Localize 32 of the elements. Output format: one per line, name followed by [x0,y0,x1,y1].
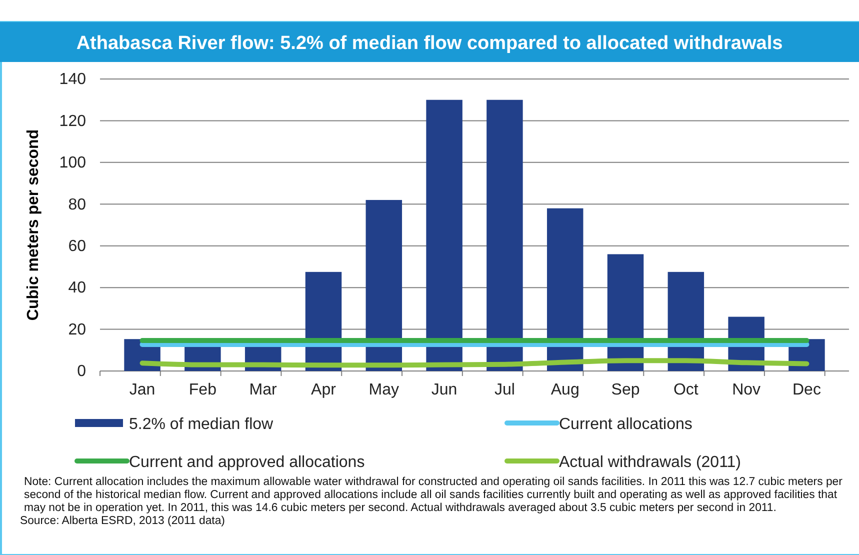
y-tick-label: 40 [68,280,86,297]
x-tick-label: Jan [129,381,156,398]
x-tick-label: Aug [550,381,580,398]
x-tick-label: Oct [673,381,699,398]
x-tick-label: Jul [494,381,515,398]
chart-title: Athabasca River flow: 5.2% of median flow compared to allocated withdrawals [76,33,783,54]
legend-label: Current and approved allocations [129,454,365,471]
x-tick-label: Apr [311,381,337,398]
bar [426,100,462,371]
y-tick-label: 120 [59,112,86,130]
text: Note: Current allocation includes the maximum allowable water withdrawal for constructed and operating oil sands facilities. In 2011 this was 12.7 cubic meters per second of the historical median flow. Current and approved allocations include all oil sands facilities currently built and operating as well as approved facilities that may not be in operation yet. In 2011, this was 14.6 cubic meters per second. Actual withdrawals averaged about 3.5 cubic meters per second in 2011. [23,476,844,515]
x-tick-label: Nov [732,381,761,398]
bar [546,208,584,371]
y-tick-label: 100 [59,154,86,172]
bar [366,200,402,371]
y-tick-label: 60 [68,238,86,255]
x-tick-label: Dec [792,381,821,398]
x-tick-label: Mar [249,381,278,398]
legend-label: Actual withdrawals (2011) [559,454,742,471]
y-tick-label: 80 [68,196,86,214]
y-axis-title: Cubic meters per second [25,129,42,321]
y-tick-label: 140 [59,71,86,88]
x-tick-label: Sep [611,381,640,398]
legend-label: Current allocations [559,416,692,433]
x-tick-label: May [368,381,400,398]
y-tick-label: 20 [68,321,86,338]
source-note: Source: Alberta ESRD, 2013 (2011 data) [20,515,226,528]
x-tick-label: Jun [431,381,458,398]
x-tick-label: Feb [188,381,217,398]
legend-label: 5.2% of median flow [129,416,274,433]
bar [486,100,523,371]
y-tick-label: 0 [77,363,86,380]
